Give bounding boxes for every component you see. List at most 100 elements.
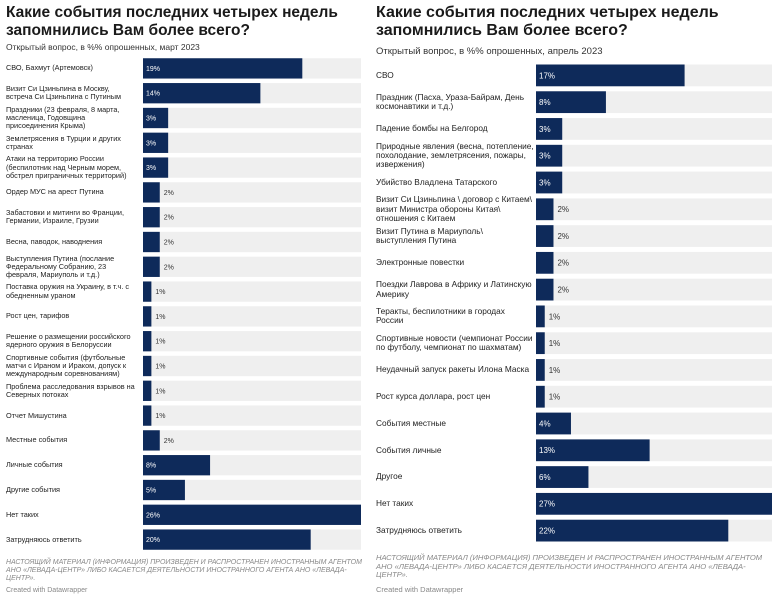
category-label: События местные [376, 417, 446, 428]
data-label: 3% [539, 152, 551, 161]
bar-track [536, 466, 772, 488]
data-label: 14% [146, 91, 160, 98]
category-label: Рост курса доллара, рост цен [376, 391, 491, 402]
data-label: 22% [539, 526, 555, 535]
bar [143, 380, 152, 401]
bar [143, 281, 152, 302]
datawrapper-credit: Created with Datawrapper [6, 587, 88, 594]
bar [536, 439, 650, 462]
datawrapper-credit: Created with Datawrapper [376, 585, 464, 594]
bar [536, 144, 563, 167]
bar-track [143, 355, 361, 377]
bar [536, 359, 545, 381]
category-label: СВО [376, 69, 394, 80]
bar [536, 332, 545, 355]
bar [536, 466, 589, 488]
foreign-agent-notice: НАСТОЯЩИЙ МАТЕРИАЛ (ИНФОРМАЦИЯ) ПРОИЗВЕД… [6, 559, 362, 583]
bar-chart-april: 17% 8% 3% 3% 3% 2% 2% 2% 2% 1% 1% 1% 1% 4% 13% 6% 27% 22% [536, 64, 772, 542]
data-label: 8% [539, 98, 551, 107]
bar [536, 519, 729, 542]
bar [143, 231, 160, 253]
bar [143, 479, 185, 501]
category-label: Нет таких [376, 498, 414, 509]
data-label: 20% [146, 537, 160, 544]
bar-track [536, 144, 772, 167]
chart-subtitle: Открытый вопрос, в %% опрошенных, март 2… [6, 42, 200, 52]
bar-track [143, 430, 361, 451]
bar-track [143, 182, 361, 203]
data-label: 2% [557, 232, 569, 241]
data-label: 1% [155, 388, 165, 395]
chart-subtitle: Открытый вопрос, в %% опрошенных, апрель… [376, 46, 603, 57]
data-label: 3% [539, 125, 551, 134]
bar [143, 107, 169, 129]
bar [143, 58, 303, 79]
category-label: Поездки Лаврова в Африку и Латинскую Аме… [376, 279, 532, 299]
bar-track [536, 359, 772, 381]
data-label: 3% [146, 165, 156, 172]
bar [143, 405, 152, 426]
bar-track [143, 157, 361, 178]
category-label: Электронные повестки [376, 257, 465, 268]
data-label: 27% [539, 500, 555, 509]
data-label: 1% [549, 339, 561, 348]
bar [143, 306, 152, 327]
category-label: Падение бомбы на Белгород [376, 123, 488, 134]
category-label: СВО, Бахмут (Артемовск) [6, 63, 93, 73]
bar-track [536, 385, 772, 408]
category-label: Рост цен, тарифов [6, 311, 70, 321]
bar [143, 355, 152, 377]
data-label: 5% [146, 488, 156, 495]
category-label: Неудачный запуск ракеты Илона Маска [376, 364, 530, 375]
data-label: 6% [539, 473, 551, 482]
bar [536, 91, 606, 114]
data-label: 1% [155, 413, 165, 420]
data-label: 13% [539, 446, 555, 455]
bar [536, 385, 545, 408]
data-label: 4% [539, 419, 551, 428]
bar-track [143, 107, 361, 129]
bar-track [143, 132, 361, 153]
data-label: 2% [557, 205, 569, 214]
data-label: 2% [164, 438, 174, 445]
bar-track [536, 332, 772, 355]
category-label: Затрудняюсь ответить [6, 534, 82, 544]
chart-title: Какие события последних четырех недель з… [376, 4, 719, 40]
bar [143, 256, 160, 277]
category-label: Спортивные события (футбольные матчи с И… [6, 352, 127, 379]
category-label: Отчет Мишустина [6, 410, 67, 420]
bar [143, 504, 361, 525]
bar [143, 529, 311, 550]
data-label: 3% [539, 178, 551, 187]
data-label: 1% [155, 364, 165, 371]
category-label: Праздники (23 февраля, 8 марта, маслениц… [6, 104, 120, 131]
category-label: Личные события [6, 460, 63, 470]
category-label: Затрудняюсь ответить [376, 524, 462, 535]
data-label: 19% [146, 66, 160, 73]
bar [143, 430, 160, 451]
category-label: Нет таких [6, 509, 39, 519]
bar-track [143, 231, 361, 253]
bar-track [536, 412, 772, 435]
bar-track [536, 171, 772, 194]
bar-track [143, 479, 361, 501]
bar [536, 118, 563, 140]
data-label: 17% [539, 71, 555, 80]
bar [536, 278, 554, 301]
bar-track [143, 281, 361, 302]
bar-track [536, 251, 772, 274]
data-label: 8% [146, 463, 156, 470]
category-label: Праздник (Пасха, Ураза-Байрам, День косм… [376, 91, 525, 112]
bar [143, 455, 211, 476]
category-label: Визит Путина в Мариуполь\ выступления Пу… [376, 225, 483, 246]
data-label: 3% [146, 140, 156, 147]
bar [536, 251, 554, 274]
bar [536, 412, 571, 435]
bar-chart-march: 19% 14% 3% 3% 3% 2% 2% 2% 2% 1% 1% 1% 1% 1% 1% 2% 8% 5% 26… [143, 58, 361, 550]
data-label: 2% [164, 240, 174, 247]
category-label: Забастовки и митинги во Франции, Германи… [6, 208, 125, 226]
bar-track [143, 207, 361, 228]
bar-track [143, 380, 361, 401]
bar [143, 182, 160, 203]
category-label: Природные явления (весна, потепление, по… [376, 140, 534, 170]
